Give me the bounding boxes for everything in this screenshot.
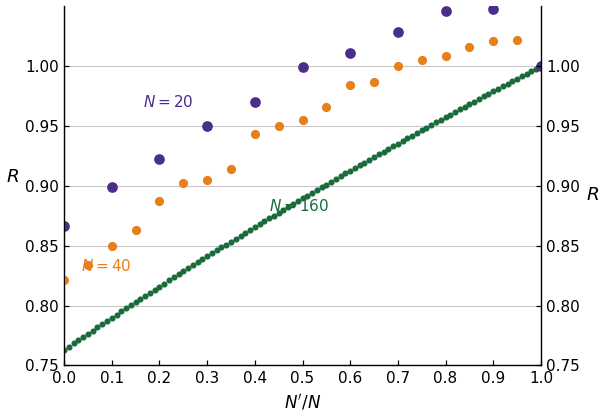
Text: $\it{N}=160$: $\it{N}=160$	[269, 198, 329, 214]
Y-axis label: $R$: $R$	[586, 186, 599, 204]
Text: $\it{N}=20$: $\it{N}=20$	[143, 94, 193, 110]
X-axis label: $N'/N$: $N'/N$	[284, 392, 321, 412]
Y-axis label: $R$: $R$	[6, 168, 19, 186]
Text: $\it{N}=40$: $\it{N}=40$	[80, 258, 131, 274]
